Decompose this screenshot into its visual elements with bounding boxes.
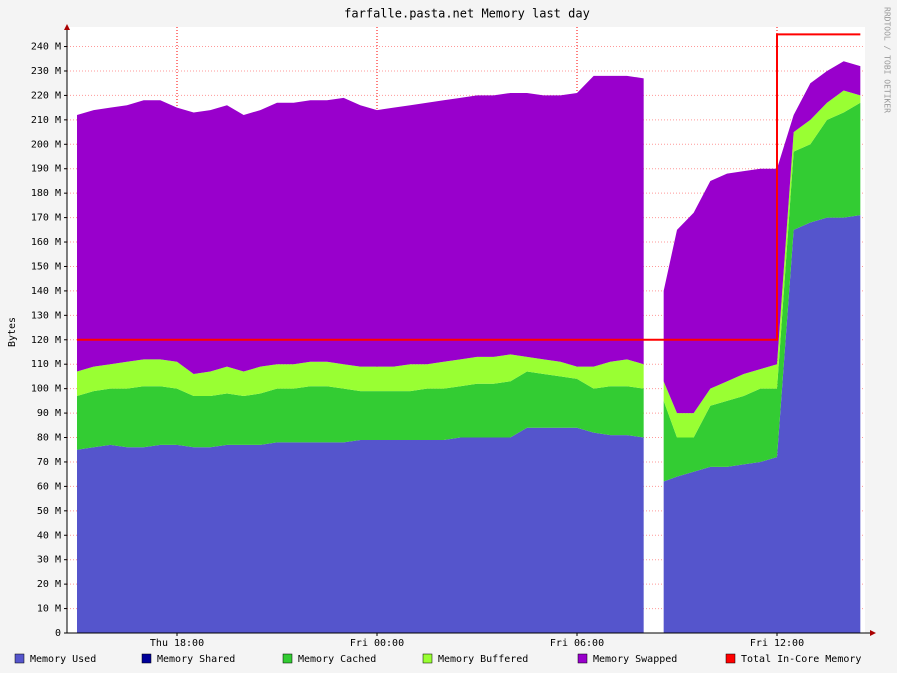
legend-label: Total In-Core Memory <box>741 654 861 665</box>
y-tick-label: 60 M <box>37 481 61 492</box>
x-tick-label: Fri 06:00 <box>550 638 604 649</box>
y-tick-label: 40 M <box>37 530 61 541</box>
y-axis-label: Bytes <box>7 317 18 347</box>
y-tick-label: 90 M <box>37 408 61 419</box>
y-tick-label: 160 M <box>31 237 61 248</box>
area <box>77 61 861 414</box>
y-tick-label: 170 M <box>31 213 61 224</box>
y-tick-label: 100 M <box>31 384 61 395</box>
y-tick-label: 30 M <box>37 555 61 566</box>
y-tick-label: 200 M <box>31 139 61 150</box>
area <box>77 102 861 482</box>
legend-swatch <box>725 653 736 664</box>
watermark: RRDTOOL / TOBI OETIKER <box>883 7 892 113</box>
legend-label: Memory Used <box>30 654 96 665</box>
y-tick-label: 70 M <box>37 457 61 468</box>
legend-label: Memory Swapped <box>593 654 677 665</box>
x-tick-label: Thu 18:00 <box>150 638 204 649</box>
y-tick-label: 80 M <box>37 433 61 444</box>
y-tick-label: 120 M <box>31 335 61 346</box>
legend-swatch <box>14 653 25 664</box>
y-tick-label: 150 M <box>31 261 61 272</box>
y-tick-label: 0 <box>55 628 61 639</box>
line <box>77 33 861 341</box>
legend-swatch <box>141 653 152 664</box>
y-tick-label: 210 M <box>31 115 61 126</box>
x-tick-label: Fri 12:00 <box>750 638 804 649</box>
legend-label: Memory Cached <box>298 654 376 665</box>
area <box>77 215 861 633</box>
y-tick-label: 130 M <box>31 310 61 321</box>
legend-swatch <box>577 653 588 664</box>
axes <box>64 24 876 636</box>
y-tick-label: 240 M <box>31 42 61 53</box>
y-tick-label: 220 M <box>31 90 61 101</box>
legend-label: Memory Buffered <box>438 654 528 665</box>
y-tick-label: 140 M <box>31 286 61 297</box>
y-tick-label: 20 M <box>37 579 61 590</box>
legend-swatch <box>282 653 293 664</box>
area <box>77 90 861 438</box>
y-tick-label: 180 M <box>31 188 61 199</box>
areas <box>77 33 861 633</box>
y-tick-label: 10 M <box>37 604 61 615</box>
y-tick-label: 230 M <box>31 66 61 77</box>
labels: 0 10 M 20 M 30 M 40 M 50 M 60 M 70 M 80 M 90 M 100… <box>31 42 804 649</box>
y-arrow <box>64 24 70 30</box>
chart-title: farfalle.pasta.net Memory last day <box>344 7 590 21</box>
x-tick-label: Fri 00:00 <box>350 638 404 649</box>
legend-label: Memory Shared <box>157 654 235 665</box>
legend: Memory Used Memory Shared Memory Cached Mem… <box>14 653 861 665</box>
y-tick-label: 50 M <box>37 506 61 517</box>
y-tick-label: 190 M <box>31 164 61 175</box>
x-arrow <box>870 630 876 636</box>
y-tick-label: 110 M <box>31 359 61 370</box>
legend-swatch <box>422 653 433 664</box>
